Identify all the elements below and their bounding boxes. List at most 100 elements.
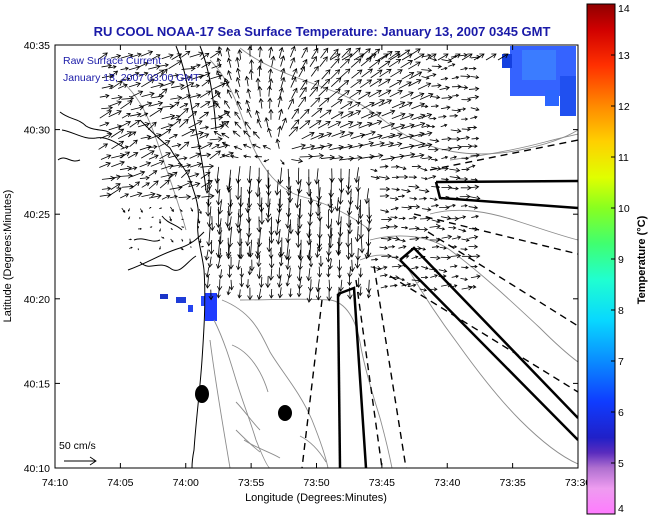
current-vector xyxy=(159,68,168,78)
current-vector xyxy=(274,218,280,236)
current-vector xyxy=(381,236,392,242)
current-vector xyxy=(379,141,395,147)
colorbar-label: Temperature (°C) xyxy=(636,215,648,304)
current-vector xyxy=(318,256,324,268)
current-vector xyxy=(158,219,162,224)
current-vector xyxy=(285,258,291,271)
current-vector xyxy=(258,276,264,289)
current-vector xyxy=(127,131,137,138)
current-vector xyxy=(190,83,200,88)
current-vector xyxy=(440,255,452,260)
current-vector xyxy=(340,155,355,162)
colorbar-tick-label: 11 xyxy=(618,152,629,164)
current-vector xyxy=(181,226,185,228)
current-vector xyxy=(400,91,414,99)
current-vector xyxy=(360,111,375,119)
current-vector xyxy=(300,79,308,91)
current-vector xyxy=(244,75,250,87)
current-vector xyxy=(223,77,229,88)
current-vector xyxy=(410,92,425,100)
current-vector xyxy=(329,144,344,151)
current-vector xyxy=(306,289,313,303)
current-vector xyxy=(408,216,418,220)
current-vector xyxy=(244,121,252,130)
current-vector xyxy=(306,217,312,239)
current-vector xyxy=(469,144,478,148)
current-vector xyxy=(458,215,467,219)
y-tick-label: 40:15 xyxy=(24,378,50,390)
current-vector xyxy=(347,276,352,286)
current-vector xyxy=(370,141,385,147)
current-vector xyxy=(159,179,170,189)
current-vector xyxy=(335,206,342,226)
current-vector xyxy=(388,58,402,68)
current-vector xyxy=(418,142,433,148)
current-vector xyxy=(311,47,319,59)
current-vector xyxy=(431,83,442,88)
current-vector xyxy=(268,255,275,269)
current-vector xyxy=(345,247,352,260)
x-tick-label: 73:40 xyxy=(434,477,460,489)
y-tick-label: 40:30 xyxy=(24,125,50,137)
current-vector xyxy=(401,152,416,158)
current-vector xyxy=(397,194,406,198)
current-vector xyxy=(208,239,215,255)
current-vector xyxy=(368,119,383,127)
current-vector xyxy=(268,108,274,120)
current-vector xyxy=(365,53,377,61)
sst-pixels xyxy=(160,46,576,321)
current-vector xyxy=(401,226,409,230)
current-vector xyxy=(359,141,375,147)
current-vector xyxy=(390,69,403,78)
current-vector xyxy=(380,51,393,60)
current-vector xyxy=(308,258,314,268)
current-vector xyxy=(101,83,114,90)
current-vector xyxy=(349,238,355,258)
current-vector xyxy=(441,185,453,190)
current-vector xyxy=(451,274,459,279)
current-vector xyxy=(128,81,141,88)
current-vector xyxy=(347,287,353,300)
current-vector xyxy=(331,130,346,137)
current-vector xyxy=(171,162,183,168)
current-vector xyxy=(358,219,364,240)
current-vector xyxy=(430,255,441,261)
current-vector xyxy=(340,101,353,110)
current-vector xyxy=(336,288,342,298)
current-vector xyxy=(274,179,281,196)
current-vector xyxy=(339,58,351,69)
current-vector xyxy=(391,255,399,259)
current-vector xyxy=(411,141,426,148)
current-vector xyxy=(277,95,283,108)
current-vector xyxy=(318,132,333,139)
current-vector xyxy=(359,238,365,254)
current-vector xyxy=(321,69,331,80)
current-vector xyxy=(99,121,110,127)
current-vector xyxy=(338,90,350,99)
current-vector xyxy=(329,53,341,61)
x-tick-label: 73:45 xyxy=(369,477,395,489)
current-vector xyxy=(390,206,399,211)
current-vector xyxy=(450,155,458,159)
x-tick-label: 74:00 xyxy=(173,477,199,489)
current-vector xyxy=(158,140,171,148)
current-vector xyxy=(160,172,174,178)
current-vector xyxy=(216,70,222,80)
current-vector xyxy=(198,208,202,215)
current-vector xyxy=(190,207,194,212)
current-vector xyxy=(431,245,440,249)
current-vector xyxy=(398,81,412,89)
current-vector xyxy=(449,53,461,61)
current-vector xyxy=(138,71,149,77)
current-vector xyxy=(199,111,210,119)
current-vector xyxy=(390,215,398,220)
current-vector xyxy=(354,167,360,184)
current-vector xyxy=(170,95,183,101)
current-vector xyxy=(381,253,392,259)
current-vector xyxy=(421,176,429,181)
shipping-lanes xyxy=(336,179,578,468)
current-vector xyxy=(389,236,400,242)
current-vector xyxy=(199,90,212,98)
current-vector xyxy=(431,203,439,208)
current-vector xyxy=(108,65,117,69)
